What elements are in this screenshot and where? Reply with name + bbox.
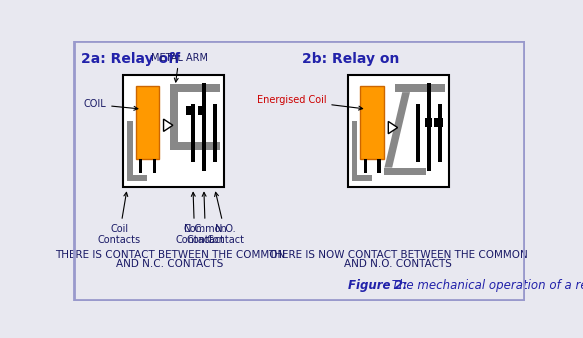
Bar: [136, 86, 159, 159]
Text: METAL ARM: METAL ARM: [150, 53, 208, 82]
Bar: [352, 175, 372, 181]
Bar: [395, 84, 445, 92]
Bar: [434, 118, 443, 127]
Bar: [153, 159, 156, 173]
Bar: [198, 106, 206, 115]
Polygon shape: [384, 92, 410, 168]
Bar: [170, 142, 220, 150]
Text: THERE IS NOW CONTACT BETWEEN THE COMMON: THERE IS NOW CONTACT BETWEEN THE COMMON: [269, 250, 528, 260]
Polygon shape: [164, 119, 173, 131]
Text: AND N.O. CONTACTS: AND N.O. CONTACTS: [345, 259, 452, 269]
Text: AND N.C. CONTACTS: AND N.C. CONTACTS: [116, 259, 223, 269]
Text: 2b: Relay on: 2b: Relay on: [301, 52, 399, 66]
Text: 2a: Relay off: 2a: Relay off: [80, 52, 180, 66]
Bar: [427, 83, 431, 171]
Bar: [170, 84, 177, 142]
Text: Figure 2:: Figure 2:: [348, 279, 408, 292]
Text: THERE IS CONTACT BETWEEN THE COMMON: THERE IS CONTACT BETWEEN THE COMMON: [55, 250, 285, 260]
Bar: [363, 159, 367, 173]
Bar: [127, 121, 132, 181]
Bar: [202, 83, 206, 171]
Bar: [213, 104, 217, 162]
Bar: [186, 106, 195, 115]
Text: Coil
Contacts: Coil Contacts: [98, 192, 141, 245]
Bar: [384, 168, 426, 175]
Bar: [127, 175, 147, 181]
Text: The mechanical operation of a relay: The mechanical operation of a relay: [388, 279, 583, 292]
Bar: [425, 118, 433, 127]
Text: N.O.
Contact: N.O. Contact: [206, 192, 244, 245]
Bar: [139, 159, 142, 173]
Bar: [377, 159, 381, 173]
Bar: [123, 75, 224, 187]
Bar: [191, 104, 195, 162]
Bar: [170, 84, 220, 92]
Text: N.C.
Contact: N.C. Contact: [175, 192, 213, 245]
Bar: [416, 104, 420, 162]
Bar: [438, 104, 442, 162]
Text: COIL: COIL: [83, 99, 138, 110]
Text: Common
Contact: Common Contact: [184, 192, 227, 245]
Polygon shape: [388, 121, 398, 134]
Bar: [348, 75, 449, 187]
Bar: [352, 121, 357, 181]
Bar: [360, 86, 384, 159]
Text: Energised Coil: Energised Coil: [257, 95, 363, 110]
